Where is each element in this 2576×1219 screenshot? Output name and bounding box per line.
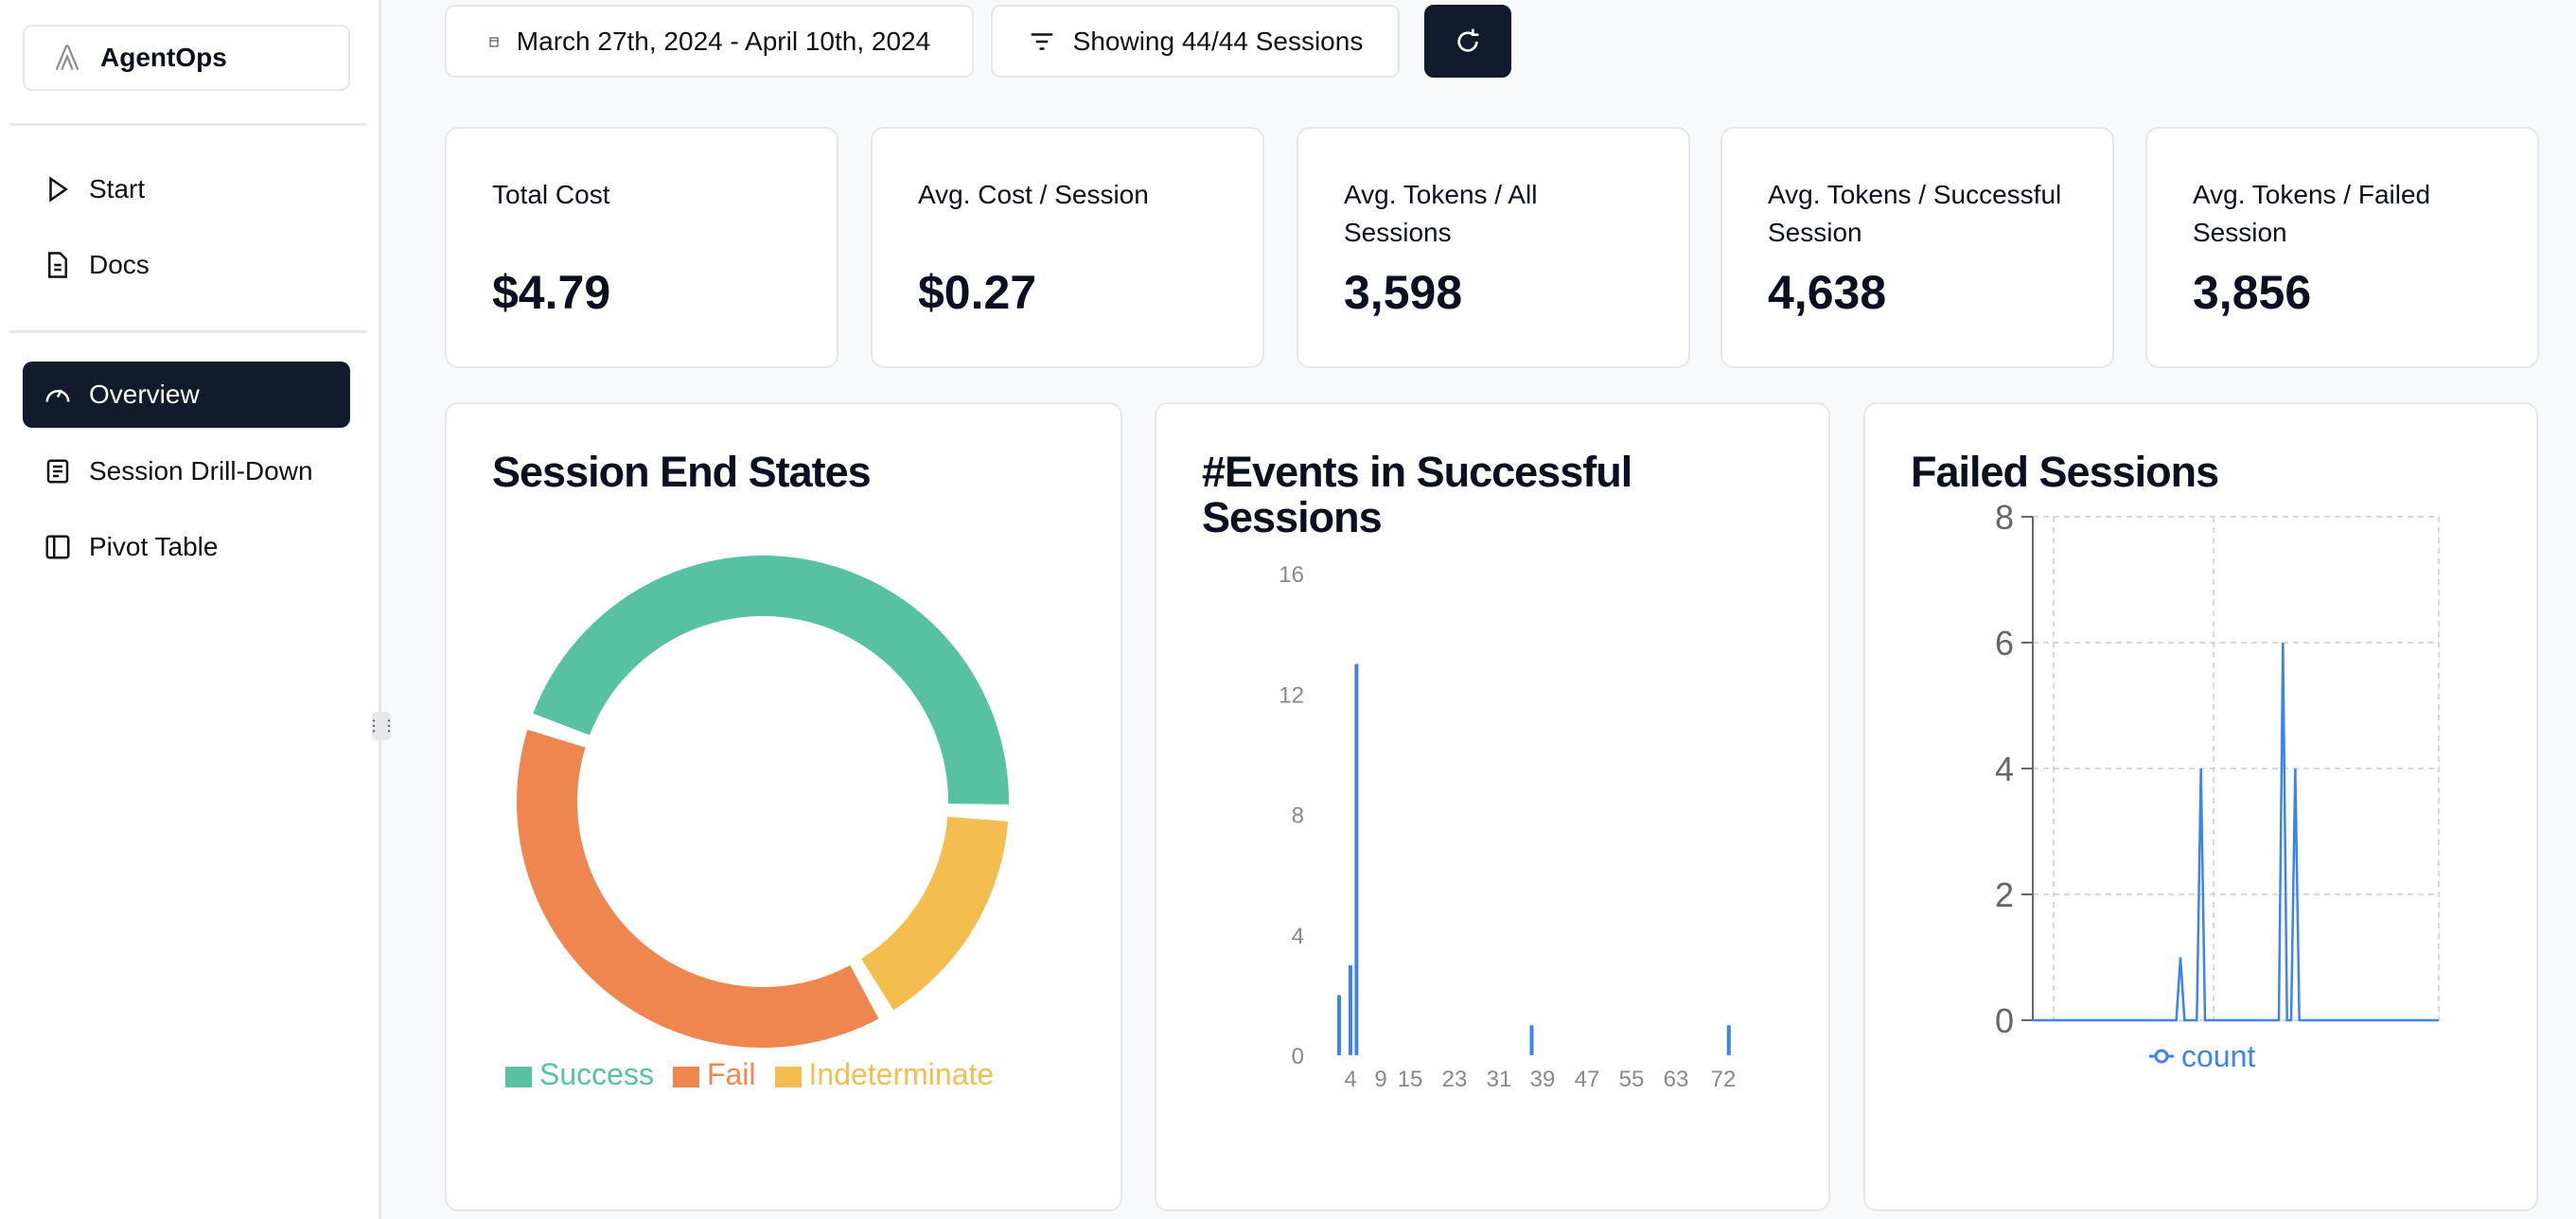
refresh-button[interactable] [1424, 5, 1511, 78]
legend-item-success[interactable]: Success [505, 1057, 654, 1092]
y-tick-label: 4 [1292, 924, 1304, 949]
legend-marker-icon [2154, 1049, 2169, 1064]
brand-name: AgentOps [100, 43, 227, 72]
stat-card-avg-tokens-success: Avg. Tokens / Successful Session 4,638 [1720, 127, 2114, 368]
sidebar-item-session-drill-down[interactable]: Session Drill-Down [23, 438, 350, 504]
stat-card-avg-cost: Avg. Cost / Session $0.27 [871, 127, 1264, 368]
donut-slice-success [533, 555, 1009, 804]
stat-label: Avg. Tokens / All Sessions [1344, 180, 1538, 247]
y-tick-label: 2 [1995, 875, 2014, 914]
histogram-bar [1337, 995, 1341, 1055]
x-tick-label: 23 [1442, 1067, 1468, 1092]
sidebar-divider [9, 123, 367, 126]
sidebar-resize-handle[interactable]: ⋮⋮ [366, 712, 397, 740]
x-tick-label: 15 [1398, 1067, 1423, 1092]
sessions-filter-button[interactable]: Showing 44/44 Sessions [991, 5, 1400, 78]
chart-legend: Success Fail Indeterminate [505, 1057, 994, 1092]
gauge-icon [45, 389, 70, 402]
y-tick-label: 16 [1279, 562, 1304, 588]
sidebar-item-start[interactable]: Start [23, 156, 350, 222]
agentops-logo-icon [55, 44, 79, 71]
stat-label: Avg. Tokens / Failed Session [2193, 180, 2431, 247]
y-tick-label: 12 [1279, 682, 1304, 708]
list-icon [46, 459, 69, 484]
y-tick-label: 0 [1292, 1044, 1304, 1069]
chart-title: Session End States [492, 448, 872, 496]
stat-card-avg-tokens-all: Avg. Tokens / All Sessions 3,598 [1297, 127, 1690, 368]
y-tick-label: 0 [1995, 1001, 2014, 1040]
sidebar-item-label: Overview [89, 380, 200, 409]
legend-item-indeterminate[interactable]: Indeterminate [774, 1057, 994, 1092]
donut-slice-indeterminate [861, 816, 1009, 1011]
line-chart: 0 2 4 6 8 count [1995, 498, 2440, 1073]
sessions-filter-label: Showing 44/44 Sessions [1072, 26, 1364, 56]
stat-value: 3,856 [2193, 266, 2312, 319]
date-range-label: March 27th, 2024 - April 10th, 2024 [516, 26, 931, 56]
chart-title: Failed Sessions [1911, 448, 2219, 496]
sidebar-item-pivot-table[interactable]: Pivot Table [23, 514, 350, 580]
histogram-bar [1349, 964, 1352, 1055]
x-tick-label: 47 [1575, 1067, 1600, 1092]
histogram-bar [1529, 1025, 1534, 1055]
donut-slice-fail [517, 729, 879, 1048]
stat-value: $0.27 [918, 266, 1037, 319]
table-icon [45, 535, 70, 559]
stat-card-avg-tokens-failed: Avg. Tokens / Failed Session 3,856 [2145, 127, 2539, 368]
sidebar: AgentOps Start Docs Overview Session Dri… [0, 0, 381, 1219]
document-icon [48, 252, 67, 278]
donut-chart [517, 555, 1009, 1048]
sidebar-divider [9, 330, 367, 333]
x-tick-label: 63 [1664, 1067, 1689, 1092]
stat-label: Avg. Tokens / Successful Session [1768, 180, 2062, 247]
x-tick-label: 4 [1344, 1067, 1356, 1092]
histogram-bar [1354, 663, 1359, 1055]
refresh-icon [1457, 28, 1479, 52]
legend-item-fail[interactable]: Fail [672, 1057, 756, 1092]
x-tick-label: 9 [1374, 1067, 1386, 1092]
play-icon [49, 176, 68, 203]
histogram-bar [1726, 1025, 1731, 1055]
sidebar-item-overview[interactable]: Overview [23, 362, 350, 428]
x-tick-label: 31 [1487, 1067, 1512, 1092]
session-end-states-card: Session End States Success Fail Indeterm… [445, 402, 1122, 1211]
chart-title: #Events in Successful Sessions [1202, 448, 1632, 541]
stat-value: 4,638 [1768, 266, 1887, 319]
y-tick-label: 4 [1995, 750, 2014, 788]
sidebar-item-label: Session Drill-Down [89, 456, 313, 486]
y-tick-label: 6 [1995, 624, 2014, 662]
sidebar-item-label: Pivot Table [89, 532, 219, 561]
sidebar-item-docs[interactable]: Docs [23, 232, 350, 298]
legend-item-count: count [2181, 1039, 2255, 1073]
date-range-button[interactable]: March 27th, 2024 - April 10th, 2024 [445, 5, 974, 78]
x-tick-label: 55 [1619, 1067, 1645, 1092]
failed-sessions-card: Failed Sessions 0 2 4 6 8 count [1863, 402, 2538, 1211]
y-tick-label: 8 [1995, 498, 2014, 537]
x-tick-label: 39 [1530, 1067, 1556, 1092]
sidebar-item-label: Start [89, 174, 146, 203]
events-successful-card: #Events in Successful Sessions 0 4 8 12 16 4 9… [1155, 402, 1830, 1211]
x-tick-label: 72 [1711, 1067, 1737, 1092]
stat-label: Avg. Cost / Session [918, 180, 1149, 209]
stat-label: Total Cost [492, 180, 610, 209]
calendar-icon [489, 37, 499, 46]
brand-logo-box[interactable]: AgentOps [23, 25, 350, 91]
y-tick-label: 8 [1292, 804, 1304, 829]
stat-value: $4.79 [492, 266, 611, 319]
series-line-count [2033, 642, 2439, 1022]
stat-value: 3,598 [1344, 266, 1463, 319]
sidebar-item-label: Docs [89, 250, 150, 279]
filter-icon [1031, 32, 1052, 50]
stat-card-total-cost: Total Cost $4.79 [445, 127, 838, 368]
